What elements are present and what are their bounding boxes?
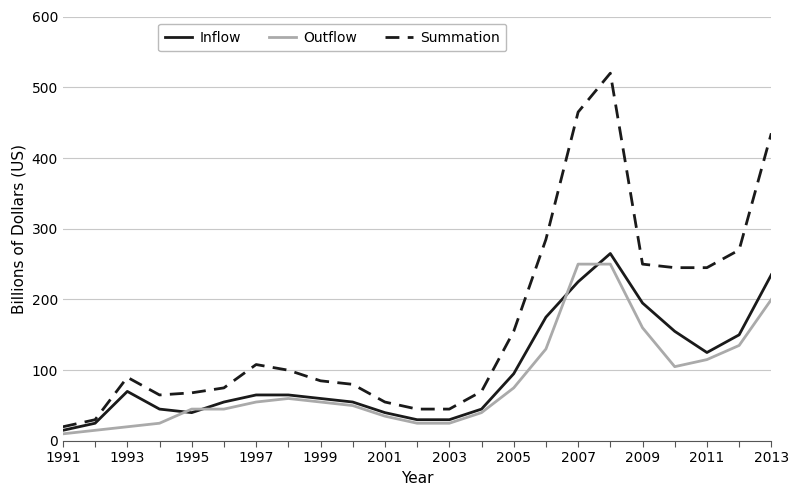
Summation xyxy=(316,378,326,384)
Summation xyxy=(541,237,550,243)
Inflow xyxy=(219,399,229,405)
Summation xyxy=(90,416,100,422)
Outflow xyxy=(219,406,229,412)
Summation xyxy=(219,385,229,391)
Outflow xyxy=(477,410,486,415)
Summation xyxy=(251,361,261,367)
Outflow xyxy=(445,420,454,426)
Summation xyxy=(58,424,68,430)
Inflow xyxy=(316,396,326,402)
Summation xyxy=(638,261,647,267)
Outflow xyxy=(766,297,776,303)
Inflow xyxy=(702,349,712,355)
Summation xyxy=(412,406,422,412)
Inflow xyxy=(477,406,486,412)
Outflow xyxy=(509,385,518,391)
Outflow xyxy=(122,424,132,430)
Outflow xyxy=(316,399,326,405)
Outflow xyxy=(638,325,647,331)
Outflow xyxy=(348,403,358,409)
Summation xyxy=(574,109,583,115)
Inflow xyxy=(670,329,679,334)
Inflow xyxy=(348,399,358,405)
Inflow xyxy=(412,416,422,422)
Summation xyxy=(734,247,744,253)
Summation xyxy=(445,406,454,412)
Inflow xyxy=(541,314,550,320)
Inflow xyxy=(187,410,197,415)
Outflow xyxy=(187,406,197,412)
Outflow xyxy=(574,261,583,267)
Inflow xyxy=(445,416,454,422)
Outflow xyxy=(734,342,744,348)
Summation xyxy=(477,389,486,395)
Inflow xyxy=(283,392,293,398)
Summation xyxy=(766,130,776,136)
Legend: Inflow, Outflow, Summation: Inflow, Outflow, Summation xyxy=(158,23,506,52)
Inflow xyxy=(251,392,261,398)
Inflow xyxy=(766,272,776,278)
Outflow xyxy=(58,431,68,437)
Summation xyxy=(348,381,358,387)
Outflow xyxy=(283,396,293,402)
Inflow xyxy=(122,389,132,395)
X-axis label: Year: Year xyxy=(401,471,434,486)
Outflow xyxy=(380,413,390,419)
Summation xyxy=(702,265,712,271)
Summation xyxy=(670,265,679,271)
Summation xyxy=(187,390,197,396)
Inflow xyxy=(90,420,100,426)
Outflow xyxy=(90,427,100,433)
Outflow xyxy=(670,364,679,370)
Outflow xyxy=(154,420,164,426)
Inflow xyxy=(58,427,68,433)
Summation xyxy=(380,399,390,405)
Summation xyxy=(606,70,615,76)
Outflow xyxy=(606,261,615,267)
Line: Outflow: Outflow xyxy=(63,264,771,434)
Inflow xyxy=(509,371,518,377)
Outflow xyxy=(412,420,422,426)
Y-axis label: Billions of Dollars (US): Billions of Dollars (US) xyxy=(11,144,26,314)
Line: Inflow: Inflow xyxy=(63,253,771,430)
Inflow xyxy=(380,410,390,415)
Inflow xyxy=(606,250,615,256)
Outflow xyxy=(702,357,712,363)
Summation xyxy=(122,374,132,380)
Inflow xyxy=(574,279,583,285)
Inflow xyxy=(734,332,744,338)
Summation xyxy=(509,329,518,334)
Line: Summation: Summation xyxy=(63,73,771,427)
Outflow xyxy=(541,346,550,352)
Outflow xyxy=(251,399,261,405)
Summation xyxy=(283,367,293,373)
Inflow xyxy=(154,406,164,412)
Inflow xyxy=(638,300,647,306)
Summation xyxy=(154,392,164,398)
